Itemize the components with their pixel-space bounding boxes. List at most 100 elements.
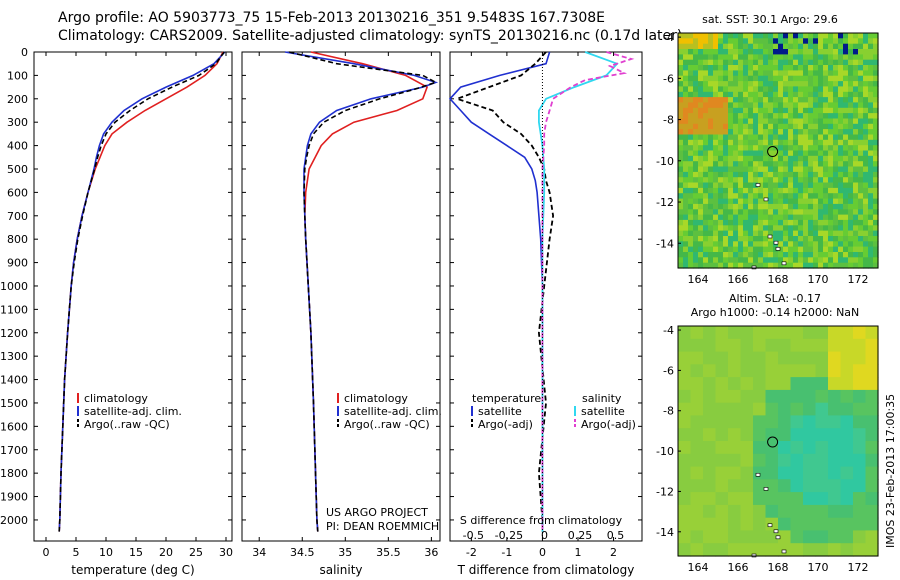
map-cell (778, 246, 784, 253)
map-cell (853, 86, 859, 93)
map-cell (773, 65, 779, 71)
map-cell (863, 97, 869, 103)
map-cell (715, 543, 729, 557)
map-cell (748, 193, 754, 200)
map-cell (848, 150, 854, 157)
map-cell (678, 466, 692, 480)
map-cell (798, 171, 804, 178)
map-cell (828, 214, 834, 221)
map-cell (808, 209, 814, 216)
map-cell (768, 193, 774, 200)
map-cell (723, 139, 729, 146)
map-cell (743, 107, 749, 114)
map-cell (788, 182, 794, 189)
climatology-title: Climatology: CARS2009. Satellite-adjuste… (58, 28, 683, 44)
map-cell (803, 236, 809, 242)
map-cell (693, 252, 699, 258)
map-cell (703, 262, 709, 269)
map-cell (843, 134, 849, 141)
map-cell (833, 54, 839, 61)
map-cell (758, 150, 764, 157)
map-cell (738, 150, 744, 157)
map-cell (728, 177, 734, 184)
map-cell (840, 517, 854, 532)
map-cell (763, 171, 769, 178)
map-cell (703, 479, 717, 493)
map-cell (808, 118, 814, 125)
map-cell (798, 139, 804, 146)
map-cell (758, 33, 764, 39)
map-cell (748, 145, 754, 152)
map-cell (873, 246, 879, 253)
map-cell (873, 171, 879, 178)
map-cell (833, 59, 839, 66)
map-cell (828, 129, 834, 135)
map-cell (798, 155, 804, 162)
map-cell (778, 241, 784, 248)
map-cell (693, 230, 699, 237)
map-cell (718, 118, 724, 125)
map-cell (768, 150, 774, 157)
map-cell (713, 134, 719, 141)
map-cell (708, 161, 714, 168)
map-cell (738, 214, 744, 221)
map-cell (853, 49, 859, 55)
map-cell (823, 262, 829, 269)
map-cell (868, 166, 874, 173)
map-cell (833, 182, 839, 189)
map-cell (713, 97, 719, 103)
map-cell (788, 102, 794, 109)
map-cell (743, 241, 749, 248)
map-cell (848, 187, 854, 194)
map-cell (738, 219, 744, 226)
series-s-satellite (538, 51, 619, 532)
map-cell (803, 102, 809, 109)
map-cell (753, 377, 767, 391)
map-cell (808, 214, 814, 221)
map-cell (758, 193, 764, 200)
map-cell (803, 402, 817, 417)
map-cell (773, 75, 779, 82)
map-cell (773, 166, 779, 173)
map-cell (818, 43, 824, 50)
map-cell (803, 59, 809, 66)
map-x-tick-label: 170 (808, 273, 829, 286)
map-cell (703, 182, 709, 189)
map-cell (803, 129, 809, 135)
map-cell (858, 236, 864, 242)
map-cell (858, 203, 864, 210)
map-cell (713, 33, 719, 39)
map-cell (718, 65, 724, 71)
map-cell (758, 155, 764, 162)
map-cell (763, 203, 769, 210)
map-cell (758, 91, 764, 98)
map-cell (773, 43, 779, 50)
map-cell (828, 198, 834, 205)
series-argo (58, 51, 225, 532)
map-cell (823, 252, 829, 258)
map-cell (853, 225, 859, 232)
map-cell (703, 219, 709, 226)
map-cell (738, 203, 744, 210)
map-cell (863, 150, 869, 157)
map-cell (733, 139, 739, 146)
map-cell (778, 97, 784, 103)
map-cell (813, 81, 819, 87)
map-cell (778, 389, 792, 404)
map-cell (793, 166, 799, 173)
map-cell (753, 428, 767, 442)
map-cell (858, 86, 864, 93)
map-cell (863, 107, 869, 114)
map-cell (803, 214, 809, 221)
map-cell (838, 219, 844, 226)
map-cell (788, 203, 794, 210)
map-cell (793, 38, 799, 45)
map-cell (748, 81, 754, 87)
map-cell (693, 182, 699, 189)
map-cell (688, 219, 694, 226)
map-cell (678, 262, 684, 269)
map-cell (868, 38, 874, 45)
map-cell (763, 150, 769, 157)
map-cell (790, 402, 804, 417)
map-cell (733, 187, 739, 194)
